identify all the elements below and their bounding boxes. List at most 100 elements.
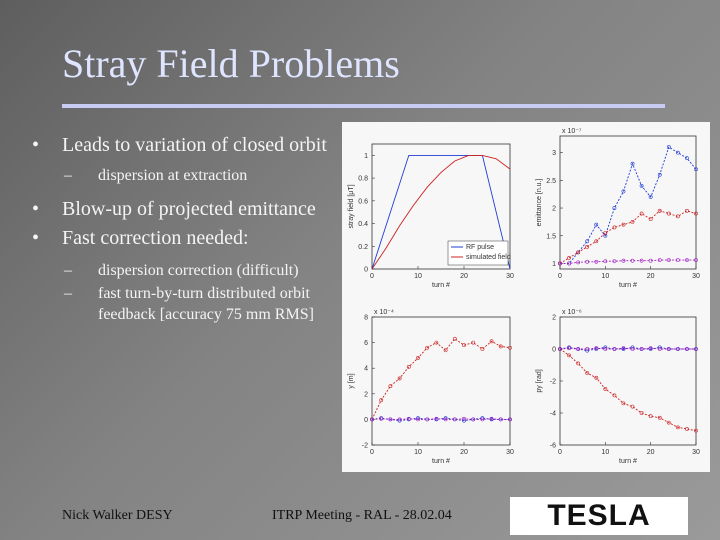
data-point bbox=[594, 239, 599, 244]
data-point bbox=[685, 208, 689, 213]
data-point bbox=[462, 416, 466, 421]
data-point bbox=[397, 417, 402, 422]
data-point bbox=[612, 259, 617, 264]
data-point bbox=[675, 347, 680, 351]
y-tick-label: 0.2 bbox=[358, 244, 368, 251]
data-point bbox=[558, 347, 562, 351]
data-point bbox=[612, 225, 617, 230]
data-point bbox=[685, 258, 689, 263]
data-point bbox=[480, 416, 485, 421]
data-point bbox=[585, 239, 590, 244]
data-point bbox=[594, 222, 599, 227]
plot-axes-frame bbox=[559, 135, 697, 270]
x-tick-label: 10 bbox=[414, 273, 422, 280]
bullet-item: Leads to variation of closed orbit bbox=[32, 134, 342, 157]
y-tick-label: 2 bbox=[364, 391, 368, 398]
axis-scale-label: x 10⁻⁷ bbox=[562, 128, 582, 135]
x-tick-label: 0 bbox=[558, 449, 562, 456]
series-line bbox=[371, 338, 511, 420]
data-point bbox=[508, 417, 512, 422]
data-point bbox=[603, 347, 608, 351]
data-point bbox=[576, 260, 581, 265]
data-point bbox=[630, 404, 635, 409]
data-point bbox=[489, 416, 494, 421]
data-point bbox=[630, 258, 635, 263]
x-tick-label: 0 bbox=[370, 449, 374, 456]
data-point bbox=[567, 256, 571, 260]
y-tick-label: 8 bbox=[364, 315, 368, 322]
x-tick-label: 10 bbox=[601, 449, 609, 456]
x-tick-label: 20 bbox=[460, 449, 468, 456]
data-point bbox=[388, 417, 393, 422]
data-point bbox=[585, 244, 590, 249]
data-point bbox=[630, 345, 635, 350]
y-tick-label: 4 bbox=[364, 366, 368, 373]
data-point bbox=[462, 343, 466, 348]
data-point bbox=[694, 258, 698, 263]
y-tick-label: 0.4 bbox=[358, 221, 368, 228]
y-tick-label: 2 bbox=[552, 206, 556, 213]
data-point bbox=[406, 365, 411, 369]
data-point bbox=[621, 189, 626, 194]
data-point bbox=[648, 346, 653, 351]
data-point bbox=[648, 217, 653, 222]
data-point bbox=[612, 206, 617, 210]
x-axis-label: turn # bbox=[619, 282, 637, 289]
data-point bbox=[603, 345, 608, 350]
data-point bbox=[621, 346, 626, 351]
data-point bbox=[480, 417, 485, 422]
y-axis-label: emittance [n.u.] bbox=[536, 179, 543, 227]
data-point bbox=[576, 347, 581, 351]
data-point bbox=[585, 347, 590, 351]
y-tick-label: 6 bbox=[364, 340, 368, 347]
data-point bbox=[666, 347, 671, 351]
axis-scale-label: x 10⁻⁴ bbox=[374, 309, 394, 316]
data-point bbox=[694, 428, 698, 433]
legend-box bbox=[447, 240, 509, 266]
bullet-list: Leads to variation of closed orbit dispe… bbox=[32, 134, 342, 325]
bullet-item: Fast correction needed: bbox=[32, 227, 342, 250]
x-tick-label: 0 bbox=[558, 273, 562, 280]
data-point bbox=[489, 339, 494, 344]
x-tick-label: 20 bbox=[647, 273, 655, 280]
x-axis-label: turn # bbox=[432, 282, 450, 289]
data-point bbox=[443, 348, 448, 353]
data-point bbox=[576, 361, 581, 366]
x-tick-label: 10 bbox=[414, 449, 422, 456]
title-underline bbox=[62, 104, 665, 108]
data-point bbox=[567, 261, 571, 266]
y-axis-label: py [rad] bbox=[536, 369, 543, 392]
data-point bbox=[639, 211, 644, 216]
data-point bbox=[648, 258, 653, 263]
data-point bbox=[685, 156, 689, 161]
data-point bbox=[639, 258, 644, 263]
data-point bbox=[434, 416, 439, 421]
x-tick-label: 30 bbox=[506, 449, 514, 456]
x-tick-label: 0 bbox=[370, 273, 374, 280]
x-tick-label: 30 bbox=[692, 273, 700, 280]
y-tick-label: 0.6 bbox=[358, 198, 368, 205]
footer-author: Nick Walker DESY bbox=[62, 508, 173, 523]
data-point bbox=[666, 211, 671, 216]
data-point bbox=[657, 415, 662, 420]
data-point bbox=[471, 417, 476, 422]
data-point bbox=[639, 411, 644, 415]
data-point bbox=[694, 211, 698, 216]
y-tick-label: 0 bbox=[364, 267, 368, 274]
data-point bbox=[657, 172, 662, 177]
legend-entry: simulated field bbox=[466, 254, 511, 261]
x-tick-label: 20 bbox=[460, 273, 468, 280]
data-point bbox=[657, 347, 662, 351]
y-tick-label: 2 bbox=[552, 315, 556, 322]
data-point bbox=[388, 384, 393, 389]
y-tick-label: 0 bbox=[364, 417, 368, 424]
series-line bbox=[371, 154, 511, 270]
x-tick-label: 30 bbox=[692, 449, 700, 456]
data-point bbox=[594, 375, 599, 380]
data-point bbox=[639, 183, 644, 188]
data-point bbox=[416, 356, 420, 360]
legend-entry: RF pulse bbox=[466, 244, 494, 251]
data-point bbox=[416, 417, 420, 422]
series-line bbox=[560, 146, 697, 264]
